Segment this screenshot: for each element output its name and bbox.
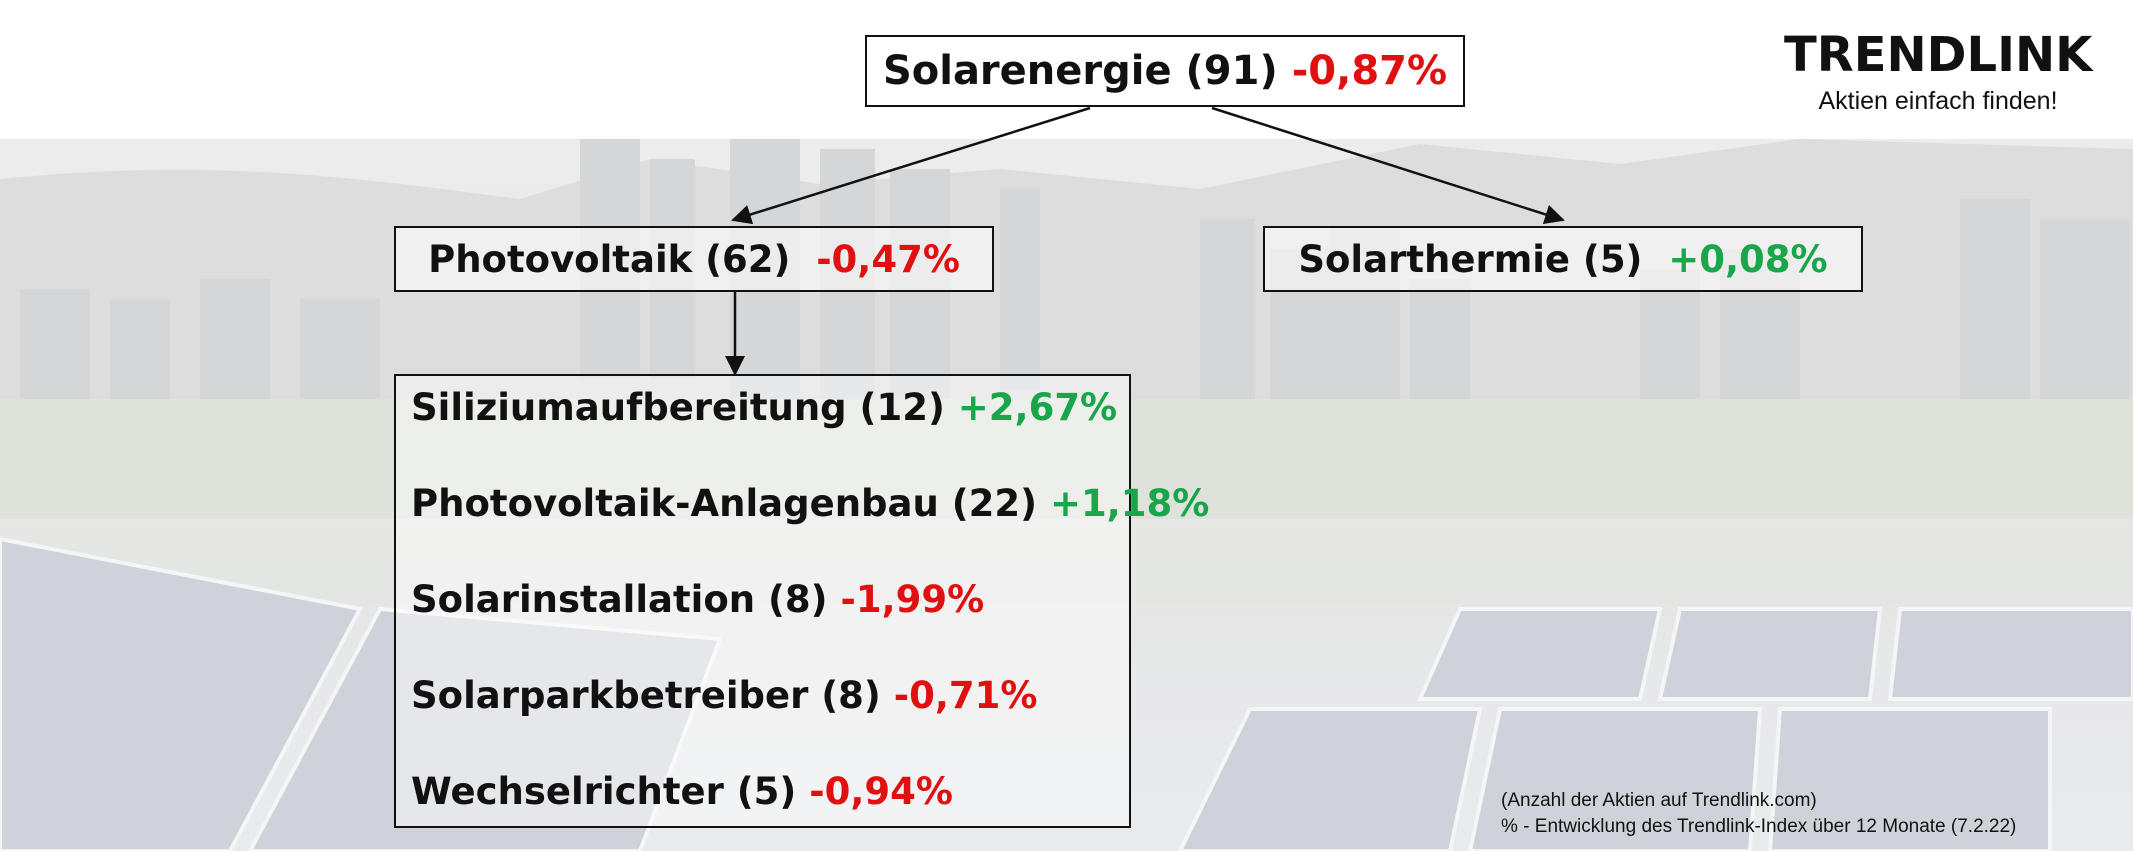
brand-name: TRENDLINK xyxy=(1784,27,2093,83)
brand-tagline: Aktien einfach finden! xyxy=(1818,87,2058,115)
subcategory-row: Solarinstallation (8) -1,99% xyxy=(411,578,984,622)
root-label: Solarenergie (91) xyxy=(882,48,1278,94)
subcategory-row: Photovoltaik-Anlagenbau (22) +1,18% xyxy=(411,482,1209,526)
subcategory-row: Solarparkbetreiber (8) -0,71% xyxy=(411,674,1037,718)
connector-root-left xyxy=(731,106,1091,225)
subcategory-list: Siliziumaufbereitung (12) +2,67% Photovo… xyxy=(394,374,1209,828)
subcategory-label: Siliziumaufbereitung (12) xyxy=(411,386,945,429)
subcategory-row: Siliziumaufbereitung (12) +2,67% xyxy=(411,386,1117,430)
solarthermie-label: Solarthermie (5) xyxy=(1298,237,1643,281)
connector-root-right xyxy=(1211,106,1565,225)
subcategory-label: Solarparkbetreiber (8) xyxy=(411,674,881,717)
subcategory-change: +2,67% xyxy=(957,386,1118,429)
subcategory-row: Wechselrichter (5) -0,94% xyxy=(411,770,953,814)
solarthermie-node: Solarthermie (5) +0,08% xyxy=(1263,226,1863,292)
root-node: Solarenergie (91) -0,87% xyxy=(865,35,1465,107)
solarthermie-change: +0,08% xyxy=(1668,237,1828,281)
footnote-percent: % - Entwicklung des Trendlink-Index über… xyxy=(1501,816,2017,837)
photovoltaik-change: -0,47% xyxy=(816,237,960,281)
subcategory-change: -0,94% xyxy=(809,770,953,813)
footnote-count: (Anzahl der Aktien auf Trendlink.com) xyxy=(1501,790,1817,811)
subcategory-change: -1,99% xyxy=(840,578,985,621)
trendlink-logo: TRENDLINK Aktien einfach finden! xyxy=(1784,26,2092,116)
photovoltaik-node: Photovoltaik (62) -0,47% xyxy=(394,226,994,292)
root-change: -0,87% xyxy=(1291,48,1448,94)
subcategory-change: +1,18% xyxy=(1049,482,1210,525)
subcategory-label: Photovoltaik-Anlagenbau (22) xyxy=(411,482,1038,525)
subcategory-label: Solarinstallation (8) xyxy=(411,578,828,621)
photovoltaik-label: Photovoltaik (62) xyxy=(428,237,791,281)
subcategory-change: -0,71% xyxy=(893,674,1038,717)
subcategory-label: Wechselrichter (5) xyxy=(411,770,797,813)
